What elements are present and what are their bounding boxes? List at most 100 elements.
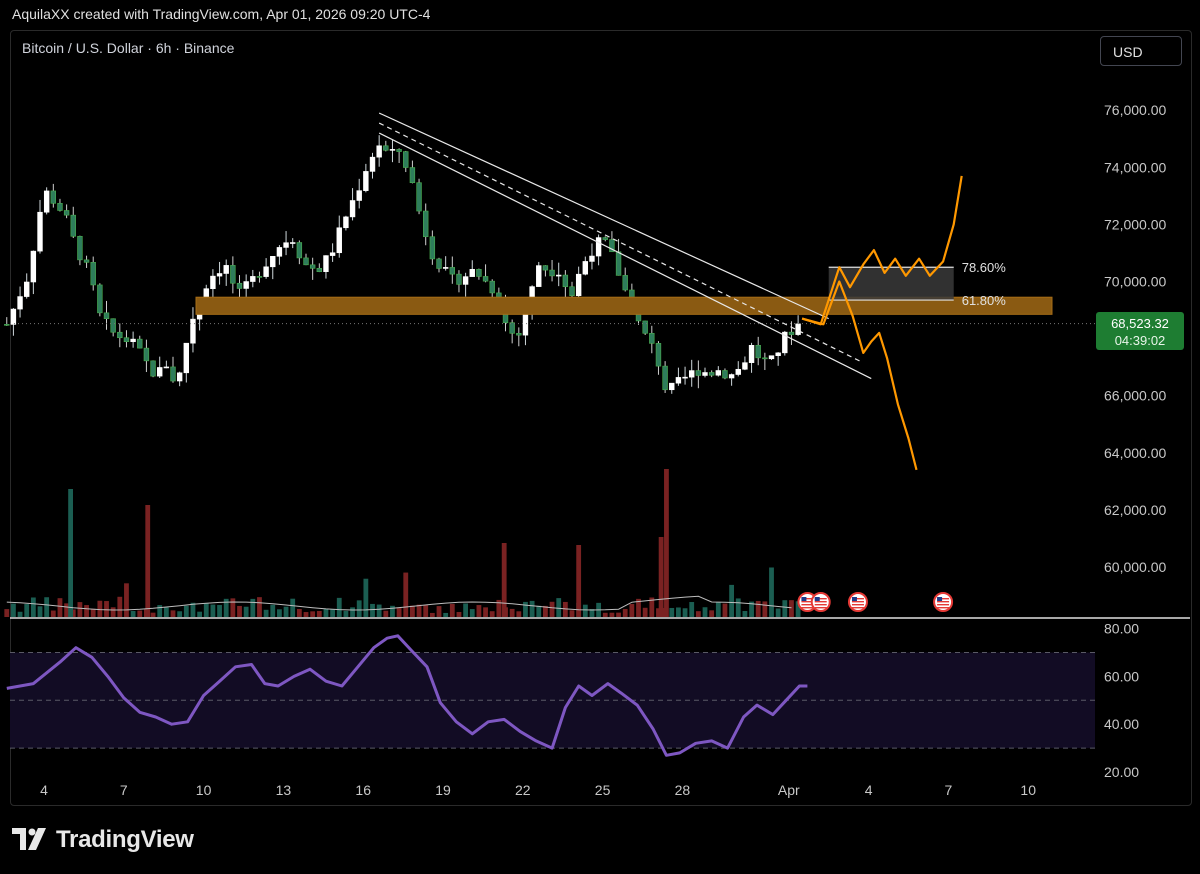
volume-bar — [104, 601, 109, 617]
volume-bar — [4, 609, 10, 617]
time-axis-label: 4 — [865, 782, 873, 798]
time-axis-label: 7 — [120, 782, 128, 798]
candle-body — [37, 211, 43, 252]
volume-bar — [303, 612, 309, 617]
volume-bar — [50, 610, 56, 617]
volume-bar — [664, 469, 669, 617]
price-axis-label: 72,000.00 — [1104, 216, 1166, 232]
flag-canton — [851, 597, 857, 601]
candle-body — [689, 370, 695, 378]
candle-body — [482, 276, 489, 282]
candle-body — [542, 265, 549, 271]
candle-body — [383, 145, 389, 151]
time-axis-label: 13 — [276, 782, 292, 798]
candle-body — [449, 267, 456, 275]
currency-button[interactable]: USD — [1100, 36, 1182, 66]
candle-body — [50, 190, 57, 204]
volume-bar — [609, 612, 615, 617]
volume-bar — [782, 600, 788, 617]
candle-body — [4, 324, 10, 326]
volume-bar — [702, 607, 708, 617]
candle-body — [735, 368, 741, 375]
candle-body — [24, 281, 30, 297]
time-axis-label: 28 — [675, 782, 691, 798]
flag-stripe — [851, 607, 864, 609]
candle-body — [615, 251, 622, 276]
flag-canton — [801, 597, 807, 601]
volume-bar — [410, 605, 415, 617]
volume-bar — [722, 603, 728, 617]
volume-bar — [157, 605, 163, 617]
volume-bar — [429, 612, 435, 617]
time-axis-label: 10 — [196, 782, 212, 798]
candle-body — [349, 200, 356, 218]
candle-body — [230, 265, 236, 284]
candle-body — [708, 372, 715, 376]
candle-body — [130, 338, 136, 343]
candle-body — [223, 265, 229, 274]
candle-body — [290, 242, 296, 244]
flag-stripe — [814, 604, 827, 606]
volume-bar — [543, 605, 548, 617]
candle-body — [363, 171, 369, 191]
volume-bar — [190, 602, 196, 617]
candle-body — [163, 366, 170, 369]
volume-bar — [416, 604, 422, 617]
volume-bar — [183, 605, 189, 617]
trend-channel-line — [378, 122, 861, 362]
candle-body — [768, 355, 775, 360]
candle-body — [715, 370, 722, 376]
candle-body — [190, 318, 196, 344]
candle-body — [323, 255, 329, 272]
volume-bar — [130, 610, 136, 617]
volume-bar — [449, 603, 455, 617]
candle-body — [429, 236, 436, 260]
volume-bar — [622, 608, 628, 617]
price-axis-label: 64,000.00 — [1104, 445, 1166, 461]
volume-bar — [423, 605, 429, 617]
volume-bar — [463, 603, 469, 617]
volume-bar — [562, 601, 568, 617]
volume-bar — [257, 597, 262, 617]
volume-bar — [669, 607, 675, 617]
tradingview-logo-icon — [12, 828, 46, 850]
price-axis-label: 70,000.00 — [1104, 274, 1166, 290]
volume-bar — [735, 598, 741, 617]
candle-body — [243, 281, 249, 289]
volume-bar — [90, 608, 96, 617]
candle-body — [303, 257, 309, 266]
flag-stripe — [851, 604, 864, 606]
volume-bar — [742, 611, 748, 617]
candle-body — [509, 322, 515, 334]
volume-bar — [350, 607, 355, 617]
candle-body — [423, 210, 429, 238]
volume-bar — [396, 607, 402, 617]
candle-body — [788, 331, 795, 335]
volume-bar — [64, 603, 70, 617]
candle-body — [476, 269, 482, 277]
candle-body — [90, 262, 96, 286]
volume-bar — [363, 578, 369, 617]
volume-bar — [117, 596, 123, 617]
volume-bar — [145, 505, 151, 617]
candle-body — [562, 274, 569, 288]
candle-body — [695, 370, 702, 376]
candle-body — [57, 203, 63, 211]
flag-stripe — [801, 601, 814, 603]
volume-bar — [17, 611, 23, 617]
time-axis-label: 16 — [355, 782, 371, 798]
volume-bar — [749, 601, 754, 617]
candle-body — [795, 323, 801, 335]
volume-bar — [137, 610, 143, 617]
candle-body — [675, 377, 682, 384]
candle-body — [516, 333, 522, 336]
volume-bar — [110, 607, 116, 617]
trend-channel-line — [378, 132, 872, 380]
volume-bar — [376, 604, 382, 617]
volume-bar — [689, 602, 695, 617]
candle-body — [296, 242, 303, 259]
volume-bar — [243, 606, 249, 617]
candle-body — [702, 372, 708, 376]
flag-stripe — [937, 601, 950, 603]
